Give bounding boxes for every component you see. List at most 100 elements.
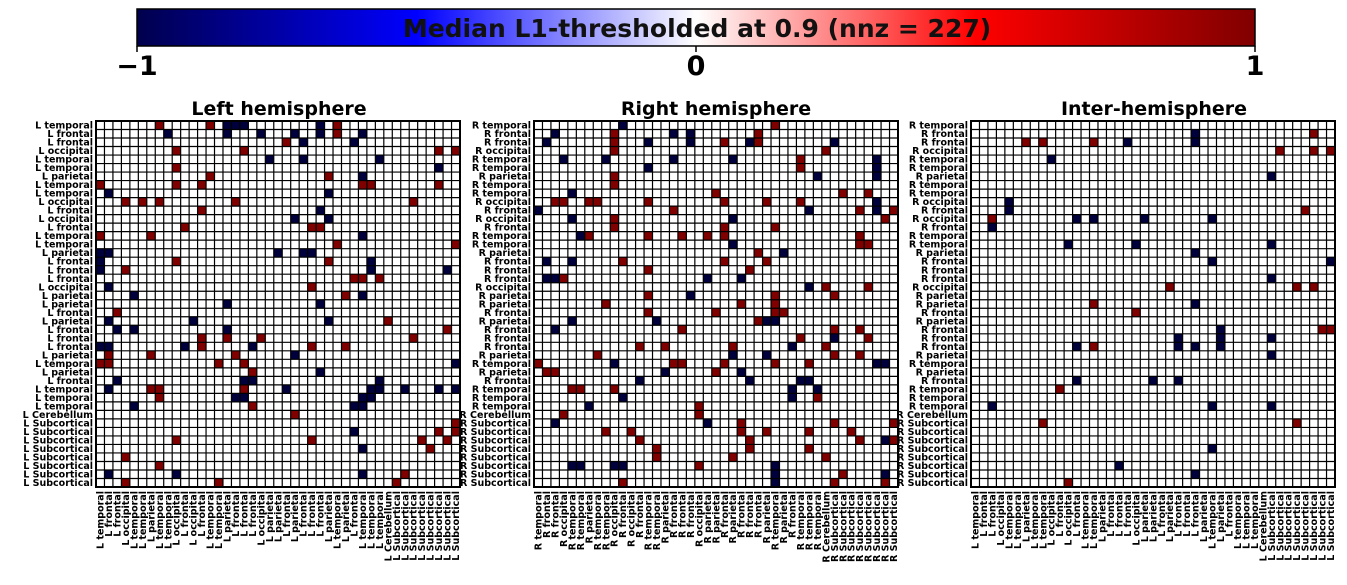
heatmap-cell	[796, 155, 805, 164]
heatmap-cell	[443, 325, 452, 334]
heatmap-cell	[635, 376, 645, 385]
col-tick-label: L temporal	[1233, 491, 1244, 549]
row-tick-label: R temporal	[909, 155, 968, 166]
row-tick-label: R Subcortical	[460, 461, 531, 472]
col-tick-label: L temporal	[1208, 491, 1219, 549]
row-tick-label: R Subcortical	[897, 435, 968, 446]
col-tick-label: L occipital	[189, 491, 200, 546]
heatmap-cell	[121, 478, 130, 487]
heatmap-cell	[694, 461, 704, 470]
heatmap-cell	[366, 257, 376, 266]
row-tick-label: R frontal	[921, 223, 968, 234]
heatmap-cell	[872, 172, 882, 181]
heatmap-cell	[1301, 206, 1310, 215]
heatmap-cell	[660, 367, 670, 377]
heatmap-cell	[197, 333, 207, 343]
row-tick-label: L Subcortical	[23, 461, 93, 472]
heatmap-cell	[290, 129, 300, 139]
heatmap-cell	[881, 214, 890, 224]
heatmap-cell	[618, 257, 628, 266]
row-tick-label: L occipital	[38, 282, 93, 293]
heatmap-cell	[779, 308, 788, 317]
panel-title-left: Left hemisphere	[191, 98, 366, 120]
row-tick-label: L Subcortical	[23, 470, 93, 481]
heatmap-cell	[1309, 282, 1319, 292]
heatmap-cell	[1208, 257, 1217, 266]
heatmap-cell	[635, 435, 645, 445]
col-tick-label: L frontal	[1174, 491, 1185, 537]
row-tick-label: R occipital	[475, 282, 531, 293]
grid-lines	[970, 120, 1336, 488]
heatmap-cell	[104, 469, 113, 479]
col-tick-label: R frontal	[745, 491, 756, 538]
row-tick-label: L frontal	[47, 206, 93, 217]
heatmap-background	[971, 121, 1335, 487]
heatmap-cell	[434, 384, 444, 394]
heatmap-cell	[307, 282, 317, 292]
row-tick-label: R frontal	[484, 223, 531, 234]
heatmap-cell	[366, 180, 376, 190]
heatmap-cell	[754, 248, 763, 258]
col-tick-label: L temporal	[1241, 491, 1252, 549]
colorbar-tick-label-0: −1	[116, 51, 157, 82]
heatmap-cell	[804, 282, 814, 292]
heatmap-cell	[830, 291, 839, 300]
heatmap-cell	[771, 359, 780, 368]
heatmap-cell	[567, 461, 577, 470]
heatmap-cell	[737, 367, 746, 377]
row-tick-label: R temporal	[909, 163, 968, 174]
col-tick-label: L temporal	[366, 491, 377, 549]
heatmap-background	[534, 121, 898, 487]
row-tick-label: R Subcortical	[460, 453, 531, 464]
heatmap-cell	[728, 342, 738, 351]
heatmap-cell	[324, 172, 334, 181]
row-tick-label: R frontal	[921, 206, 968, 217]
heatmap-cell	[222, 129, 232, 139]
heatmap-cell	[610, 214, 619, 224]
row-tick-label: L temporal	[35, 189, 93, 200]
heatmap-cell	[550, 325, 560, 334]
heatmap-cell	[855, 240, 865, 249]
col-tick-label: R occipital	[610, 491, 621, 547]
heatmap-cell	[881, 478, 890, 487]
row-tick-label: R temporal	[472, 121, 531, 132]
col-tick-label: L parietal	[265, 491, 276, 542]
col-tick-label: L Subcortical	[434, 491, 445, 561]
row-tick-label: R frontal	[921, 376, 968, 387]
heatmap-cell	[1038, 138, 1048, 147]
heatmap-cell	[299, 248, 308, 258]
col-tick-label: L frontal	[197, 491, 208, 537]
col-tick-label: R frontal	[677, 491, 688, 538]
col-tick-label: L frontal	[349, 491, 360, 537]
col-tick-label: L temporal	[1038, 491, 1049, 549]
heatmap-cell	[239, 384, 249, 394]
heatmap-cell	[299, 138, 308, 147]
heatmap-cell	[601, 427, 611, 436]
row-tick-label: R parietal	[916, 299, 968, 310]
row-tick-label: R frontal	[921, 257, 968, 268]
heatmap-cell	[104, 384, 113, 394]
heatmap-cell	[172, 469, 181, 479]
heatmap-inter-hemisphere: R temporal R frontal R frontal R occipital R…	[896, 120, 1337, 561]
heatmap-cell	[1216, 342, 1225, 351]
row-tick-label: L Cerebellum	[23, 410, 93, 421]
row-tick-label: R occipital	[912, 282, 968, 293]
heatmap-cell	[307, 342, 317, 351]
row-tick-label: R temporal	[909, 189, 968, 200]
heatmap-cell	[644, 138, 653, 147]
heatmap-cell	[358, 172, 367, 181]
row-tick-label: L occipital	[38, 197, 93, 208]
row-tick-label: L Subcortical	[23, 418, 93, 429]
col-tick-label: L Subcortical	[392, 491, 403, 561]
col-tick-label: L frontal	[1106, 491, 1117, 537]
col-tick-label: R temporal	[796, 491, 807, 550]
row-tick-label: R temporal	[472, 393, 531, 404]
heatmap-cell	[567, 214, 577, 224]
heatmap-cell	[1064, 478, 1073, 487]
row-tick-label: R occipital	[475, 197, 531, 208]
col-tick-label: R temporal	[601, 491, 612, 550]
heatmap-cell	[821, 452, 831, 462]
heatmap-cell	[720, 138, 729, 147]
heatmap-cell	[635, 342, 645, 351]
col-tick-label: L Subcortical	[443, 491, 454, 561]
